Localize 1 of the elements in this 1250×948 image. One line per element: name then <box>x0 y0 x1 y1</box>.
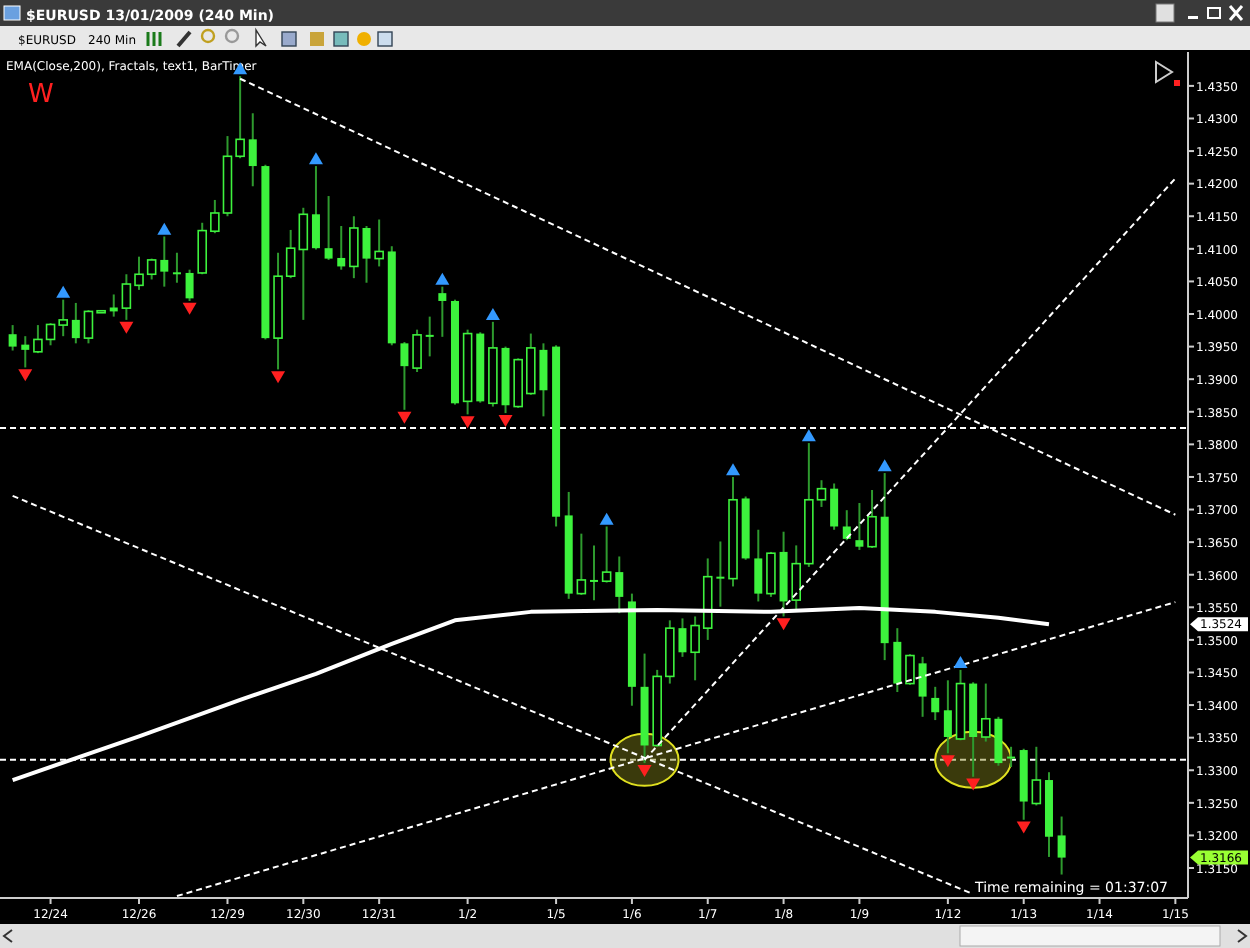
annotation: W <box>28 80 54 110</box>
